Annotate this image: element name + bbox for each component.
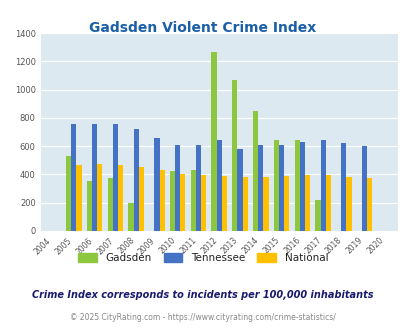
Bar <box>216 141 221 231</box>
Bar <box>284 176 289 231</box>
Bar <box>294 141 299 231</box>
Bar <box>263 177 268 231</box>
Bar <box>242 177 247 231</box>
Bar <box>87 181 92 231</box>
Bar <box>139 167 144 231</box>
Bar <box>175 145 180 231</box>
Bar <box>345 177 351 231</box>
Bar <box>273 141 278 231</box>
Bar <box>113 123 118 231</box>
Text: Crime Index corresponds to incidents per 100,000 inhabitants: Crime Index corresponds to incidents per… <box>32 290 373 300</box>
Bar <box>118 165 123 231</box>
Legend: Gadsden, Tennessee, National: Gadsden, Tennessee, National <box>73 248 332 267</box>
Bar <box>325 175 330 231</box>
Bar <box>304 175 309 231</box>
Bar <box>66 156 71 231</box>
Bar <box>315 200 320 231</box>
Bar <box>200 175 206 231</box>
Bar <box>180 174 185 231</box>
Bar <box>320 140 325 231</box>
Bar <box>195 145 200 231</box>
Bar <box>97 164 102 231</box>
Bar <box>367 178 371 231</box>
Bar <box>159 170 164 231</box>
Bar <box>221 176 226 231</box>
Bar <box>128 203 133 231</box>
Bar <box>211 52 216 231</box>
Bar <box>169 171 175 231</box>
Bar <box>258 145 263 231</box>
Text: Gadsden Violent Crime Index: Gadsden Violent Crime Index <box>89 21 316 35</box>
Bar <box>232 80 237 231</box>
Bar <box>299 142 304 231</box>
Bar <box>92 123 97 231</box>
Bar <box>361 146 367 231</box>
Bar <box>237 149 242 231</box>
Bar <box>154 138 159 231</box>
Bar <box>71 123 76 231</box>
Bar <box>107 178 113 231</box>
Bar <box>341 143 345 231</box>
Text: © 2025 CityRating.com - https://www.cityrating.com/crime-statistics/: © 2025 CityRating.com - https://www.city… <box>70 313 335 322</box>
Bar <box>76 165 81 231</box>
Bar <box>252 111 258 231</box>
Bar <box>278 145 284 231</box>
Bar <box>133 129 139 231</box>
Bar <box>190 170 195 231</box>
